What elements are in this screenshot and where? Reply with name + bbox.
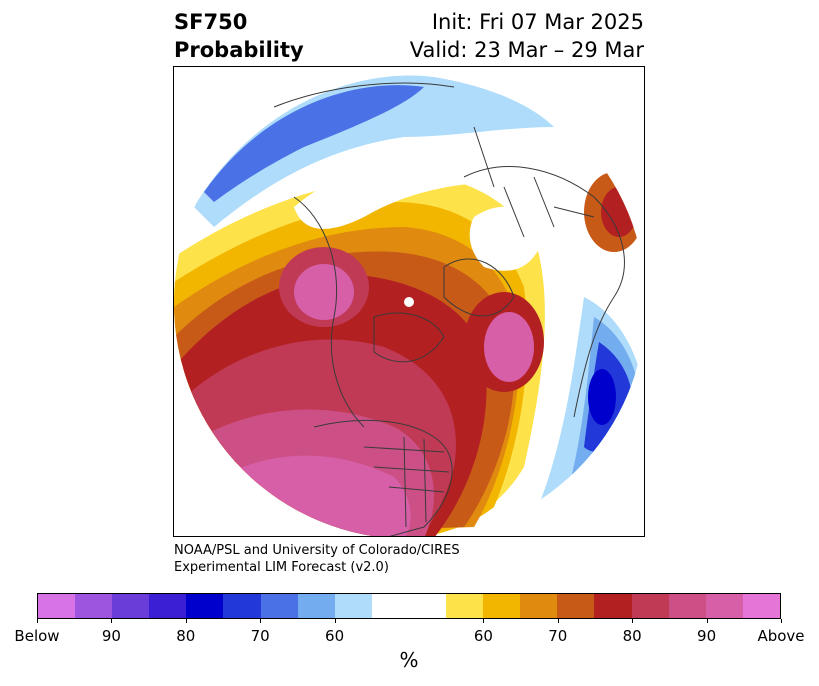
colorbar-tick-mark bbox=[483, 619, 485, 623]
title-subtitle: Probability bbox=[174, 38, 304, 62]
colorbar-swatch bbox=[705, 594, 743, 618]
polar-map bbox=[174, 67, 644, 536]
colorbar-tick-mark bbox=[111, 619, 113, 623]
us-state-borders bbox=[363, 436, 450, 528]
colorbar-tick-mark bbox=[632, 619, 634, 623]
colorbar-tick-mark bbox=[185, 619, 187, 623]
colorbar-unit-label: % bbox=[399, 648, 419, 672]
init-date: Init: Fri 07 Mar 2025 bbox=[431, 10, 644, 34]
colorbar-tick-label: 80 bbox=[176, 627, 196, 645]
colorbar-swatch bbox=[483, 594, 521, 618]
colorbar-tick-mark bbox=[706, 619, 708, 623]
colorbar-tick-label: 70 bbox=[548, 627, 568, 645]
colorbar-tick-label: 60 bbox=[325, 627, 345, 645]
colorbar-swatch bbox=[38, 594, 76, 618]
colorbar-tick-mark bbox=[781, 619, 782, 623]
cold-core-east bbox=[588, 369, 616, 425]
colorbar-swatch bbox=[297, 594, 335, 618]
coastline-north-america bbox=[313, 419, 453, 536]
colorbar-swatch bbox=[75, 594, 113, 618]
colorbar-tick-label: 70 bbox=[250, 627, 270, 645]
coastline-hudson-bay bbox=[373, 312, 445, 363]
valid-range: Valid: 23 Mar – 29 Mar bbox=[409, 38, 644, 62]
title-right: Init: Fri 07 Mar 2025 Valid: 23 Mar – 29… bbox=[410, 8, 644, 64]
warm-core-pacific-inner bbox=[294, 264, 354, 320]
colorbar-swatch bbox=[112, 594, 150, 618]
coastline-greenland bbox=[443, 258, 515, 317]
colorbar-swatch bbox=[520, 594, 558, 618]
coastline-siberia bbox=[273, 82, 455, 108]
warm-core-north-atlantic-inner bbox=[484, 312, 534, 382]
colorbar-swatch bbox=[668, 594, 706, 618]
colorbar-tick-label: Above bbox=[757, 627, 805, 645]
colorbar-swatch bbox=[631, 594, 669, 618]
credit-line-2: Experimental LIM Forecast (v2.0) bbox=[174, 560, 389, 575]
near-normal-arctic bbox=[294, 144, 562, 229]
colorbar-swatch bbox=[223, 594, 261, 618]
colorbar-swatch bbox=[371, 594, 409, 618]
colorbar bbox=[37, 593, 781, 619]
colorbar-tick-mark bbox=[37, 619, 38, 623]
coastlines bbox=[273, 82, 625, 536]
cold-60-region-north bbox=[194, 75, 554, 227]
colorbar-swatch bbox=[594, 594, 632, 618]
coastline-eurasia bbox=[463, 166, 625, 418]
near-normal-europe bbox=[469, 206, 544, 271]
pole-marker bbox=[404, 297, 414, 307]
colorbar-swatch bbox=[149, 594, 187, 618]
country-borders bbox=[473, 126, 595, 238]
colorbar-swatch bbox=[334, 594, 372, 618]
colorbar-tick-label: 90 bbox=[101, 627, 121, 645]
title-variable: SF750 bbox=[174, 10, 248, 34]
title-left: SF750 Probability bbox=[174, 8, 304, 64]
colorbar-swatch bbox=[742, 594, 780, 618]
colorbar-tick-label: 60 bbox=[473, 627, 493, 645]
map-panel bbox=[173, 66, 645, 537]
colorbar-tick-mark bbox=[557, 619, 559, 623]
probability-field bbox=[174, 67, 644, 536]
colorbar-swatch bbox=[557, 594, 595, 618]
colorbar-tick-label: Below bbox=[14, 627, 60, 645]
colorbar-tick-mark bbox=[334, 619, 336, 623]
colorbar-swatch bbox=[186, 594, 224, 618]
colorbar-tick-label: 90 bbox=[697, 627, 717, 645]
colorbar-tick-mark bbox=[260, 619, 262, 623]
colorbar-swatch bbox=[260, 594, 298, 618]
colorbar-swatch bbox=[408, 594, 447, 618]
credit-text: NOAA/PSL and University of Colorado/CIRE… bbox=[174, 542, 460, 576]
cold-70-region-north bbox=[204, 85, 424, 202]
coastline-alaska bbox=[293, 196, 365, 428]
credit-line-1: NOAA/PSL and University of Colorado/CIRE… bbox=[174, 543, 460, 558]
colorbar-tick-label: 80 bbox=[622, 627, 642, 645]
colorbar-swatch bbox=[446, 594, 484, 618]
